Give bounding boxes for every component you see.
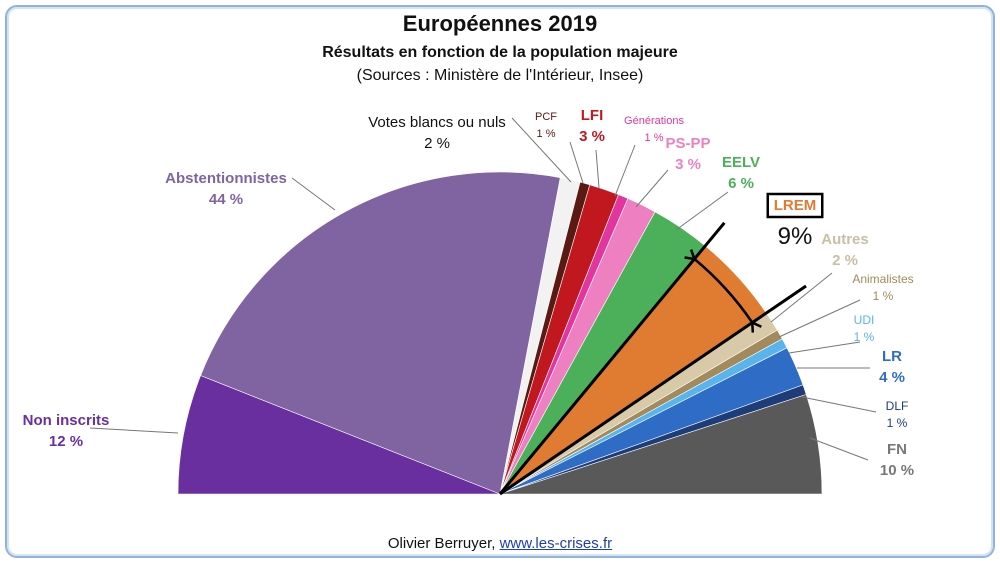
annotation-arrowhead-end [750,320,762,333]
annotation-arc [693,258,754,324]
slice-abstentionnistes [200,171,561,495]
slice-label: UDI [854,313,875,327]
slice-value-label: 1 % [854,330,875,344]
slice-label: Abstentionnistes [165,170,287,187]
slice-label: Non inscrits [23,412,110,429]
slice-label: Votes blancs ou nuls [368,114,506,131]
slice-value-label: 6 % [728,175,754,192]
leader-line [291,177,336,211]
leader-line [770,272,833,323]
chart-subtitle: Résultats en fonction de la population m… [322,44,678,61]
leader-line [595,149,600,189]
slice-label: Générations [624,115,684,127]
slice-label: LFI [581,107,604,124]
slice-value-label: 10 % [880,462,914,479]
slice-value-label: 2 % [832,252,858,269]
leader-line [614,144,636,197]
slice-value-label: 1 % [537,128,556,140]
leader-line [778,299,861,338]
leader-line [801,396,877,413]
slice-label: PS-PP [665,135,710,152]
slice-label: PCF [535,111,557,123]
slice-value-label: 1 % [645,132,664,144]
slice-value-label: 12 % [49,433,83,450]
leader-line [675,191,729,231]
slice-label: EELV [722,154,760,171]
annotation-arrowhead-start [684,249,697,261]
slice-value-label: 1 % [873,289,894,303]
lrem-label-box [766,192,824,219]
slice-value-label: 3 % [579,128,605,145]
slice-label: Animalistes [852,272,913,286]
slice-non-inscrits [177,375,501,495]
slice-label: LR [882,348,902,365]
chart-title: Européennes 2019 [402,11,598,36]
chart-sources: (Sources : Ministère de l'Intérieur, Ins… [356,67,644,84]
slice-value-label: 9% [778,223,813,250]
slice-label: FN [887,441,907,458]
slice-value-label: 2 % [424,135,450,152]
leader-line [788,341,861,354]
footer: Olivier Berruyer, www.les-crises.fr [0,535,1000,552]
footer-author: Olivier Berruyer, [387,535,496,552]
slice-label: DLF [886,399,909,413]
leader-line [809,437,869,461]
slice-value-label: 4 % [879,369,905,386]
slice-label: LREM [774,197,817,214]
leader-line [635,169,669,208]
leader-line [511,117,572,183]
annotation-line-end [499,284,807,496]
slice-value-label: 1 % [887,416,908,430]
slice-label: Autres [821,231,869,248]
slice-value-label: 44 % [209,191,243,208]
slice-value-label: 3 % [675,156,701,173]
annotation-line-start [498,221,726,495]
footer-link[interactable]: www.les-crises.fr [499,535,613,552]
slice-fn [499,394,823,495]
leader-line [89,427,179,434]
leader-line [569,141,584,184]
